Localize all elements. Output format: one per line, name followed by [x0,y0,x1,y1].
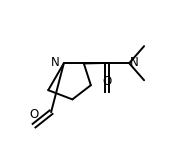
Polygon shape [84,63,107,64]
Text: O: O [103,75,112,88]
Text: N: N [130,56,139,69]
Text: N: N [51,56,60,69]
Text: O: O [29,108,39,121]
